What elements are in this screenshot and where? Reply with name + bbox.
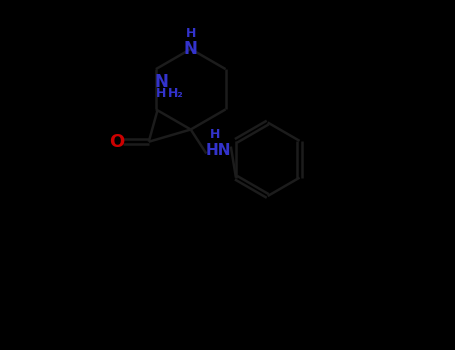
Text: N: N <box>154 73 168 91</box>
Text: N: N <box>184 40 197 58</box>
Text: H: H <box>156 87 166 100</box>
Text: H: H <box>186 27 196 40</box>
Text: O: O <box>110 133 125 151</box>
Text: HN: HN <box>206 142 231 158</box>
Text: H₂: H₂ <box>168 88 184 100</box>
Text: H: H <box>210 128 220 141</box>
